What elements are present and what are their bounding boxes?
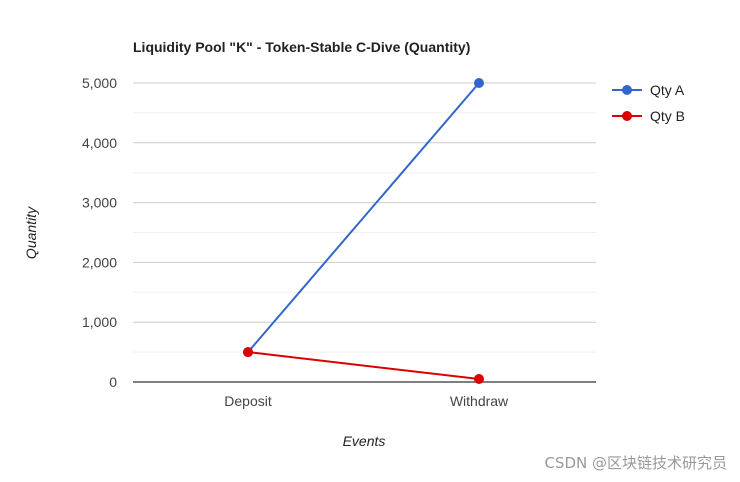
y-tick-label: 2,000: [82, 254, 117, 270]
legend-marker: [622, 85, 632, 95]
series: [243, 78, 484, 385]
y-axis-ticks: 0 1,000 2,000 3,000 4,000 5,000: [82, 75, 117, 390]
y-tick-label: 1,000: [82, 314, 117, 330]
series-qty-b: [243, 347, 484, 385]
y-tick-label: 3,000: [82, 195, 117, 211]
series-line: [247, 351, 480, 381]
y-axis-title: Quantity: [23, 206, 39, 259]
y-tick-label: 4,000: [82, 135, 117, 151]
y-tick-label: 0: [109, 374, 117, 390]
gridlines: [133, 82, 596, 353]
data-point[interactable]: [474, 78, 484, 88]
chart-title: Liquidity Pool "K" - Token-Stable C-Dive…: [133, 39, 470, 55]
series-qty-a: [243, 78, 484, 358]
x-axis-ticks: Deposit Withdraw: [224, 393, 509, 409]
series-line: [247, 82, 480, 353]
x-tick-label: Deposit: [224, 393, 272, 409]
x-axis-title: Events: [343, 433, 386, 449]
watermark-text: CSDN @区块链技术研究员: [544, 454, 727, 472]
legend-label: Qty A: [650, 82, 685, 98]
x-tick-label: Withdraw: [450, 393, 509, 409]
data-point[interactable]: [474, 374, 484, 385]
legend-item[interactable]: Qty A: [612, 82, 685, 98]
data-point[interactable]: [243, 347, 253, 358]
legend-item[interactable]: Qty B: [612, 108, 685, 124]
legend-label: Qty B: [650, 108, 685, 124]
legend: Qty A Qty B: [612, 82, 685, 124]
y-tick-label: 5,000: [82, 75, 117, 91]
legend-marker: [622, 111, 632, 121]
